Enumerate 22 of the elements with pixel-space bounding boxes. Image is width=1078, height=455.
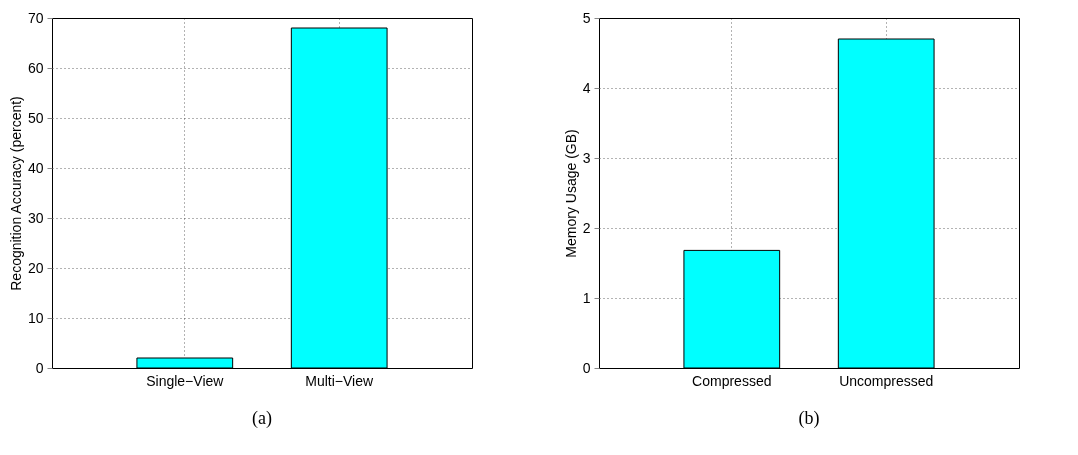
y-tick-label: 10 <box>27 309 44 326</box>
y-tick-label: 70 <box>27 9 44 26</box>
y-tick-label: 0 <box>35 359 44 376</box>
y-tick-label: 2 <box>582 219 591 236</box>
y-tick-label: 40 <box>27 159 44 176</box>
x-tick-label: Compressed <box>692 372 772 389</box>
x-tick-label: Single−View <box>146 372 225 389</box>
x-tick-label: Multi−View <box>305 372 375 389</box>
y-tick-label: 60 <box>27 59 44 76</box>
x-tick-label: Uncompressed <box>839 372 934 389</box>
text: (a) <box>252 408 272 429</box>
y-axis-title: Memory Usage (GB) <box>562 129 579 258</box>
y-tick-label: 4 <box>582 79 591 96</box>
y-tick-label: 0 <box>582 359 591 376</box>
y-tick-label: 30 <box>27 209 44 226</box>
y-tick-label: 3 <box>582 149 591 166</box>
y-axis-title: Recognition Accuracy (percent) <box>7 96 24 291</box>
y-tick-label: 5 <box>582 9 591 26</box>
y-tick-label: 20 <box>27 259 44 276</box>
y-tick-label: 50 <box>27 109 44 126</box>
y-tick-label: 1 <box>582 289 591 306</box>
text: (b) <box>798 408 820 429</box>
